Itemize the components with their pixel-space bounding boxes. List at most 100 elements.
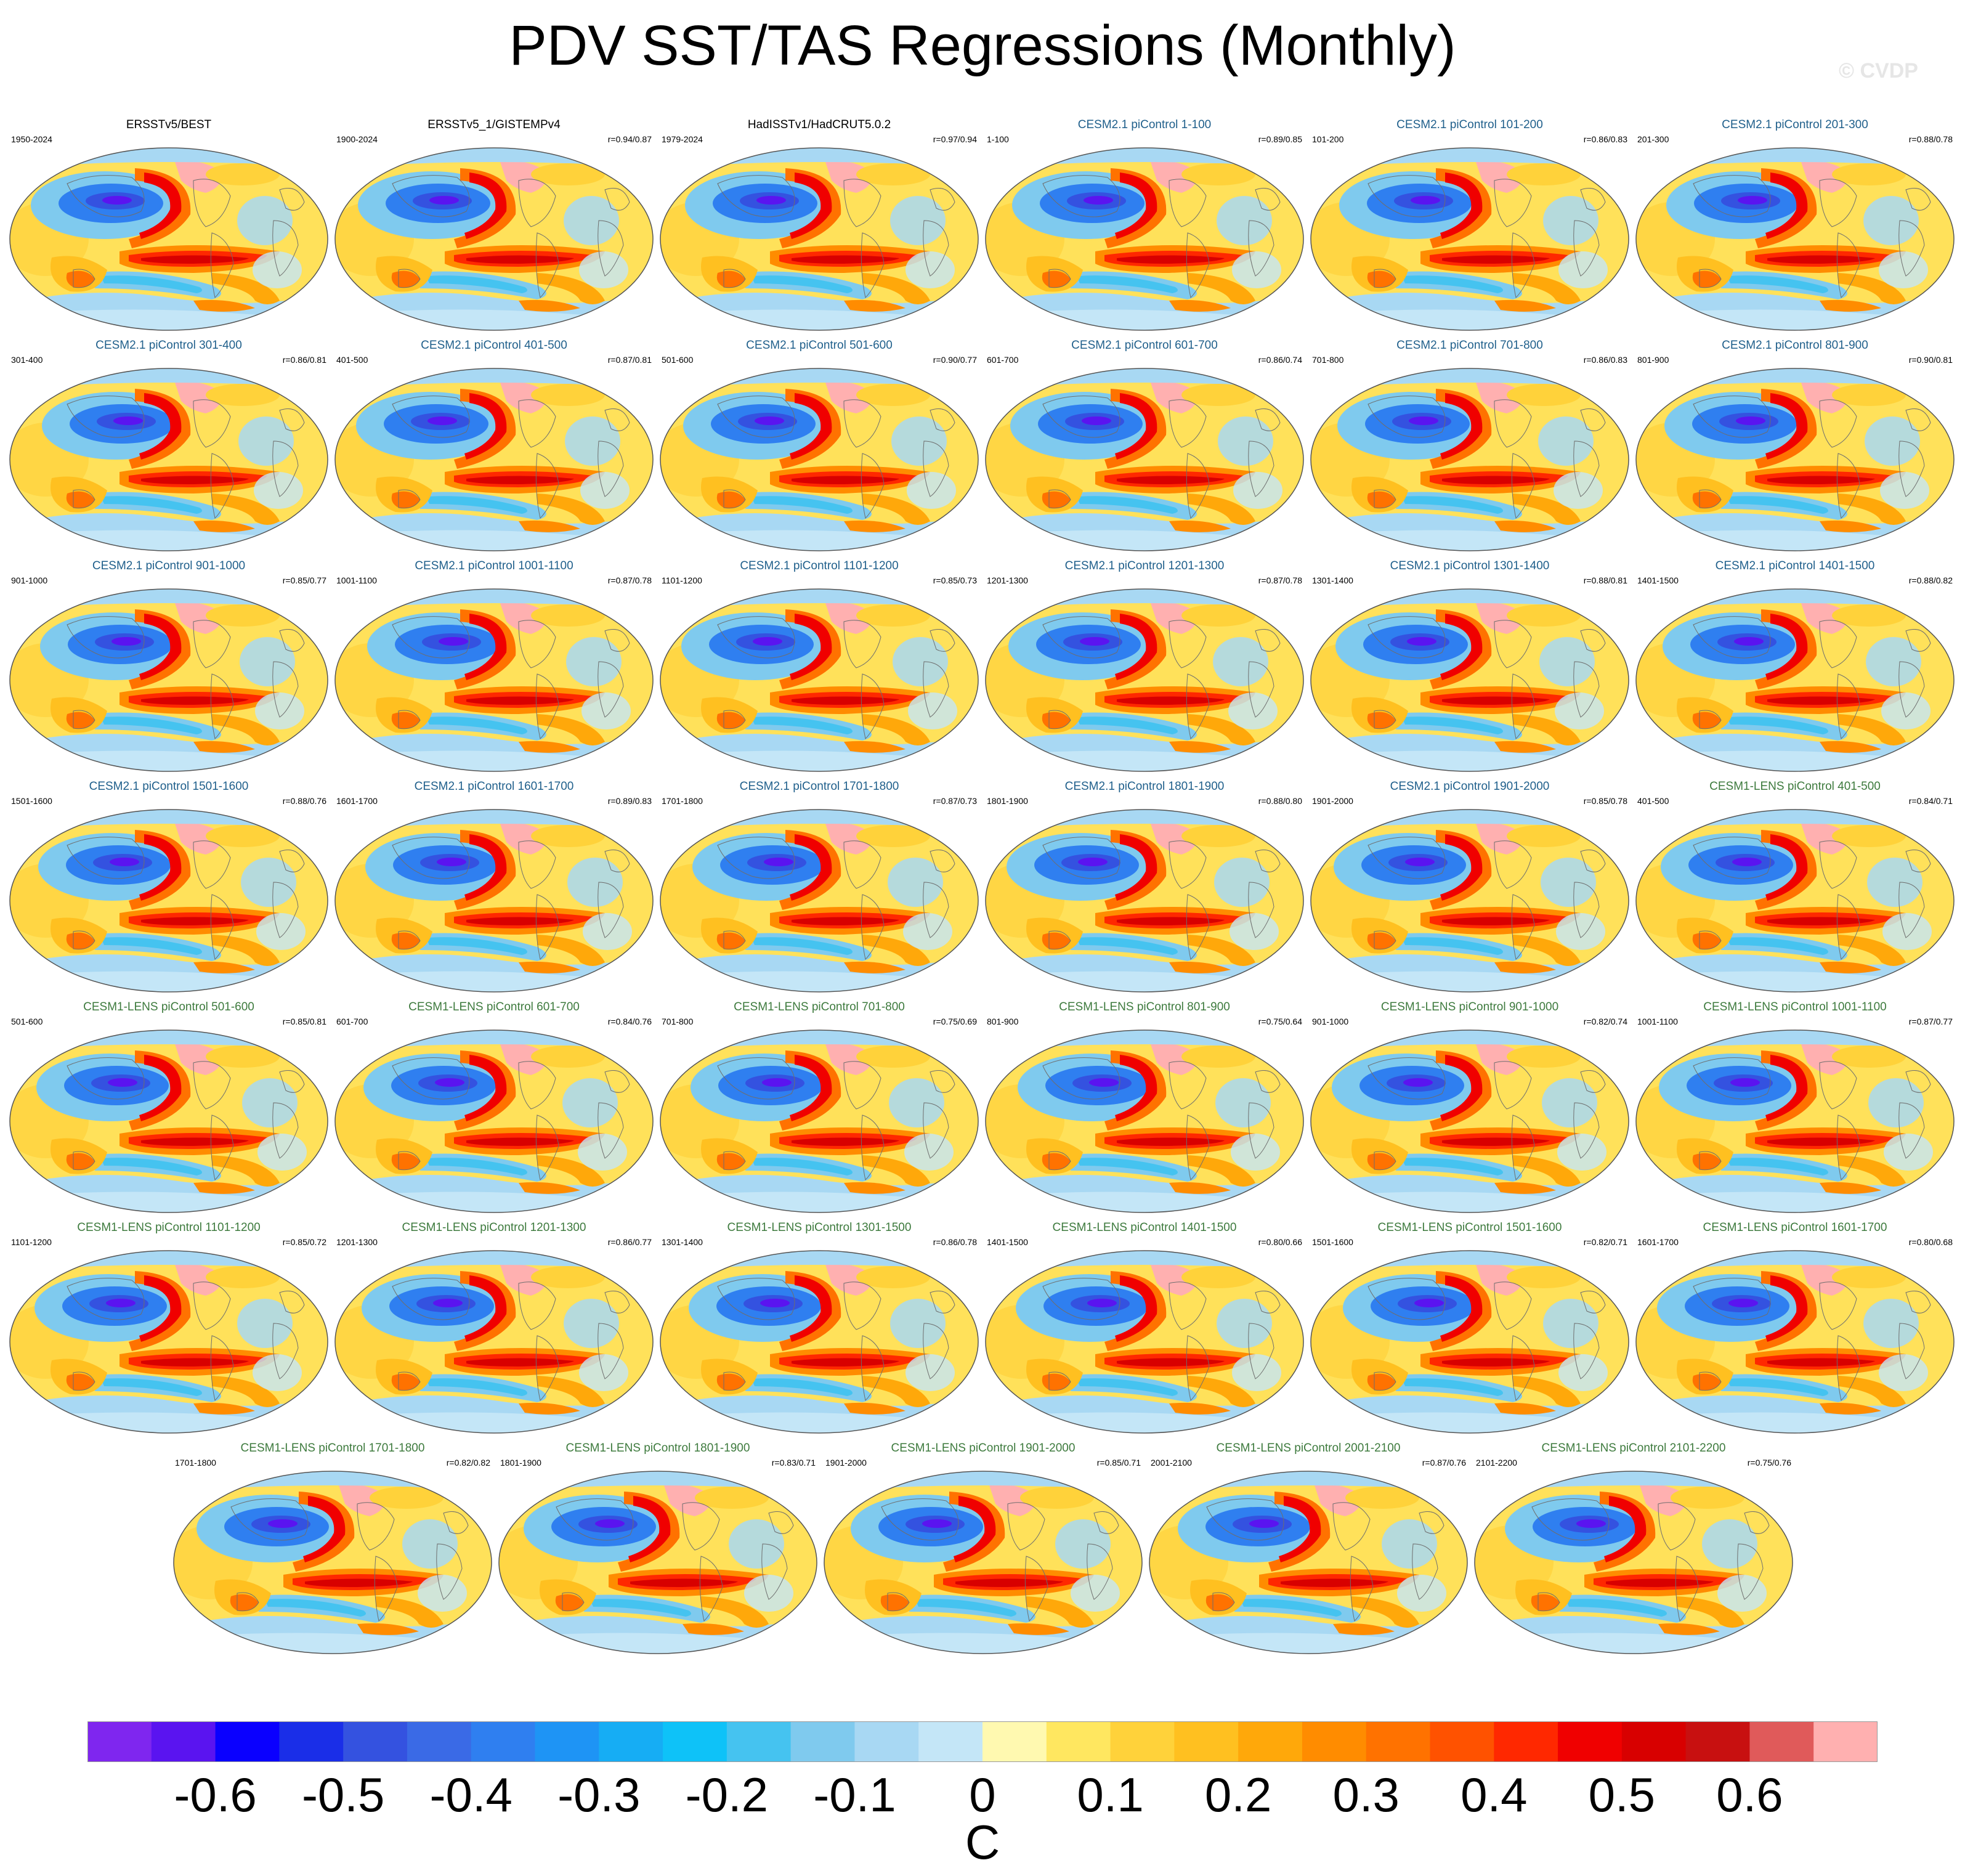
panel-pattern-correlation: r=0.87/0.78 — [607, 575, 652, 585]
map-panel: ERSSTv5_1/GISTEMPv4 1900-2024 r=0.94/0.87 — [334, 115, 654, 331]
pdv-regression-map — [1635, 368, 1955, 551]
pdv-regression-map — [334, 368, 654, 551]
panel-period: 1950-2024 — [11, 134, 52, 144]
panel-pattern-correlation: r=0.89/0.85 — [1258, 134, 1302, 144]
panel-title: CESM2.1 piControl 1801-1900 — [1064, 780, 1225, 793]
panel-title: CESM1-LENS piControl 1301-1500 — [727, 1221, 912, 1234]
panel-pattern-correlation: r=0.87/0.78 — [1258, 575, 1302, 585]
panel-period: 601-700 — [336, 1017, 368, 1026]
map-panel: CESM1-LENS piControl 1301-1500 1301-1400 r… — [659, 1217, 979, 1434]
map-panel: CESM2.1 piControl 101-200 101-200 r=0.86/0… — [1310, 115, 1630, 331]
panel-title: CESM2.1 piControl 1001-1100 — [415, 559, 573, 572]
panel-title: CESM2.1 piControl 1901-2000 — [1390, 780, 1550, 793]
panel-title: CESM2.1 piControl 1601-1700 — [414, 780, 574, 793]
panel-title: CESM1-LENS piControl 1701-1800 — [240, 1442, 425, 1455]
panel-title: CESM2.1 piControl 1-100 — [1077, 118, 1212, 131]
panel-title: CESM2.1 piControl 601-700 — [1071, 339, 1218, 352]
panel-period: 1401-1500 — [1637, 575, 1679, 585]
panel-period: 1-100 — [987, 134, 1009, 144]
panel-title: CESM1-LENS piControl 1101-1200 — [77, 1221, 261, 1234]
panel-pattern-correlation: r=0.86/0.74 — [1258, 355, 1302, 365]
map-panel: CESM1-LENS piControl 1601-1700 1601-1700 r… — [1635, 1217, 1955, 1434]
colorbar-swatch — [1749, 1721, 1814, 1762]
pdv-regression-map — [1635, 1029, 1955, 1213]
pdv-regression-map — [985, 147, 1304, 331]
panel-title: CESM1-LENS piControl 2001-2100 — [1216, 1442, 1401, 1455]
map-panel: CESM2.1 piControl 1901-2000 1901-2000 r=0.… — [1310, 776, 1630, 993]
panel-pattern-correlation: r=0.85/0.73 — [933, 575, 977, 585]
panel-period: 101-200 — [1312, 134, 1344, 144]
map-panel: CESM1-LENS piControl 2101-2200 2101-2200 r… — [1473, 1438, 1794, 1655]
panel-period: 1900-2024 — [336, 134, 378, 144]
pdv-regression-map — [9, 1250, 328, 1434]
colorbar-swatch — [599, 1721, 663, 1762]
panel-pattern-correlation: r=0.86/0.83 — [1583, 355, 1627, 365]
colorbar-swatch — [1494, 1721, 1558, 1762]
panel-period: 601-700 — [987, 355, 1019, 365]
panel-pattern-correlation: r=0.90/0.77 — [933, 355, 977, 365]
panel-pattern-correlation: r=0.88/0.76 — [282, 796, 326, 806]
pdv-regression-map — [1310, 809, 1629, 993]
panel-period: 1301-1400 — [1312, 575, 1353, 585]
pdv-regression-map — [9, 368, 328, 551]
pdv-regression-map — [824, 1471, 1143, 1654]
map-panel: CESM2.1 piControl 601-700 601-700 r=0.86/0… — [984, 335, 1305, 552]
map-panel: CESM2.1 piControl 901-1000 901-1000 r=0.85… — [9, 556, 329, 773]
colorbar-swatch — [343, 1721, 408, 1762]
map-panel: CESM2.1 piControl 201-300 201-300 r=0.88/0… — [1635, 115, 1955, 331]
panel-title: CESM1-LENS piControl 701-800 — [734, 1001, 905, 1013]
map-panel: CESM2.1 piControl 701-800 701-800 r=0.86/0… — [1310, 335, 1630, 552]
panel-pattern-correlation: r=0.86/0.77 — [607, 1237, 652, 1247]
colorbar-swatch — [663, 1721, 727, 1762]
map-panel: CESM1-LENS piControl 1901-2000 1901-2000 r… — [823, 1438, 1143, 1655]
map-panel: HadISSTv1/HadCRUT5.0.2 1979-2024 r=0.97/0.… — [659, 115, 979, 331]
panel-title: CESM1-LENS piControl 1001-1100 — [1703, 1001, 1887, 1013]
panel-period: 201-300 — [1637, 134, 1669, 144]
map-panel: ERSSTv5/BEST 1950-2024 — [9, 115, 329, 331]
panel-title: CESM2.1 piControl 401-500 — [421, 339, 567, 352]
colorbar-swatch — [215, 1721, 280, 1762]
panel-period: 1001-1100 — [336, 575, 377, 585]
map-panel: CESM2.1 piControl 801-900 801-900 r=0.90/0… — [1635, 335, 1955, 552]
panel-pattern-correlation: r=0.85/0.78 — [1583, 796, 1627, 806]
colorbar-swatch — [1366, 1721, 1430, 1762]
panel-period: 1801-1900 — [987, 796, 1028, 806]
panel-pattern-correlation: r=0.75/0.64 — [1258, 1017, 1302, 1026]
panel-pattern-correlation: r=0.83/0.71 — [771, 1458, 816, 1468]
panel-title: CESM2.1 piControl 801-900 — [1722, 339, 1868, 352]
panel-title: CESM1-LENS piControl 501-600 — [83, 1001, 254, 1013]
pdv-regression-map — [660, 588, 979, 772]
pdv-regression-map — [985, 588, 1304, 772]
figure-title: PDV SST/TAS Regressions (Monthly) — [509, 14, 1456, 77]
panel-title: CESM2.1 piControl 1501-1600 — [89, 780, 249, 793]
colorbar-tick-label: -0.1 — [813, 1768, 896, 1822]
map-panel: CESM2.1 piControl 301-400 301-400 r=0.86/0… — [9, 335, 329, 552]
map-panel: CESM1-LENS piControl 1001-1100 1001-1100 r… — [1635, 997, 1955, 1214]
panel-period: 801-900 — [1637, 355, 1669, 365]
map-panel: CESM1-LENS piControl 1201-1300 1201-1300 r… — [334, 1217, 654, 1434]
pdv-regression-map — [9, 588, 328, 772]
panel-title: CESM1-LENS piControl 901-1000 — [1380, 1001, 1559, 1013]
panel-period: 701-800 — [1312, 355, 1344, 365]
colorbar-tick-label: 0.2 — [1204, 1768, 1272, 1822]
colorbar-swatch — [87, 1721, 152, 1762]
colorbar-swatch — [1558, 1721, 1623, 1762]
panel-period: 1601-1700 — [336, 796, 378, 806]
map-panel: CESM1-LENS piControl 501-600 501-600 r=0.8… — [9, 997, 329, 1214]
map-panel: CESM2.1 piControl 1001-1100 1001-1100 r=0.… — [334, 556, 654, 773]
panel-pattern-correlation: r=0.87/0.73 — [933, 796, 977, 806]
panel-title: ERSSTv5/BEST — [126, 118, 212, 131]
pdv-regression-map — [1310, 368, 1629, 551]
pdv-regression-map — [1310, 1029, 1629, 1213]
map-panel: CESM1-LENS piControl 401-500 401-500 r=0.8… — [1635, 776, 1955, 993]
pdv-regression-map — [334, 809, 654, 993]
panel-pattern-correlation: r=0.80/0.68 — [1908, 1237, 1953, 1247]
panel-pattern-correlation: r=0.90/0.81 — [1908, 355, 1953, 365]
panel-period: 1001-1100 — [1637, 1017, 1678, 1026]
panel-pattern-correlation: r=0.82/0.71 — [1583, 1237, 1627, 1247]
map-panel: CESM1-LENS piControl 701-800 701-800 r=0.7… — [659, 997, 979, 1214]
panel-title: ERSSTv5_1/GISTEMPv4 — [427, 118, 561, 131]
pdv-regression-map — [334, 1250, 654, 1434]
colorbar-swatch — [279, 1721, 344, 1762]
map-panel: CESM1-LENS piControl 2001-2100 2001-2100 r… — [1148, 1438, 1469, 1655]
